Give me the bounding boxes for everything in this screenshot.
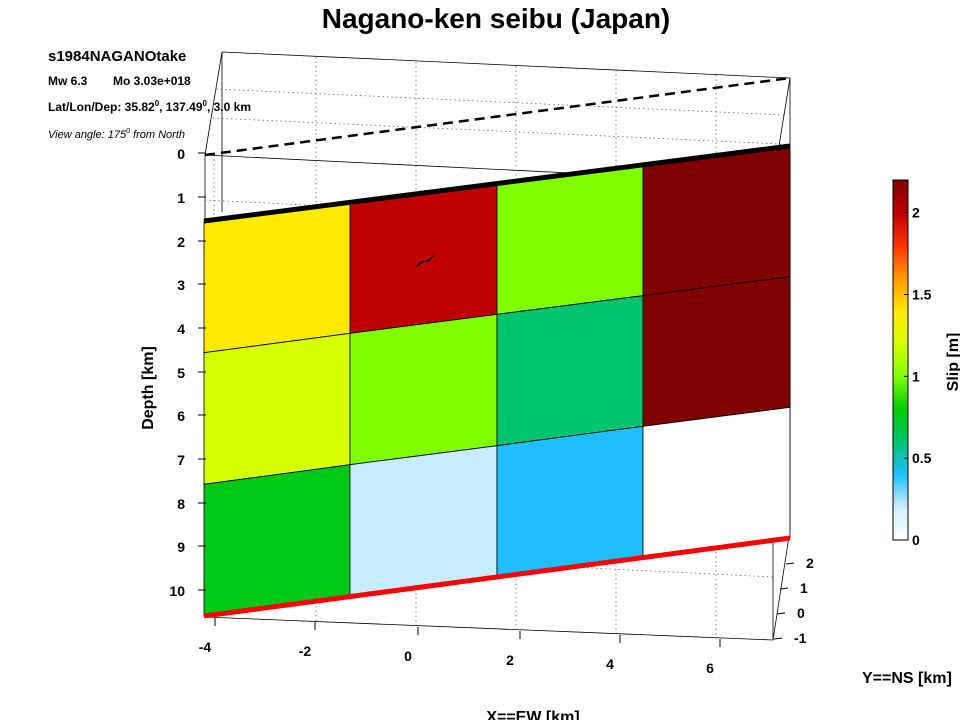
- depth-tick-label: 1: [177, 190, 185, 206]
- colorbar-tick-label: 1: [912, 368, 920, 384]
- magnitude-label: Mw 6.3: [48, 74, 88, 88]
- fault-top-trace-surface: [204, 76, 791, 157]
- depth-tick-label: 5: [177, 365, 185, 381]
- depth-tick-label: 6: [177, 408, 185, 424]
- depth-axis-label: Depth [km]: [140, 346, 157, 430]
- y-axis-label: Y==NS [km]: [862, 670, 952, 687]
- box-edge: [204, 51, 223, 156]
- y-tick-mark: [785, 562, 795, 565]
- slip-cell: [496, 425, 644, 578]
- hypocenter-marker: [415, 254, 436, 268]
- slip-cell: [349, 313, 498, 466]
- grid-line: [215, 88, 785, 116]
- x-tick-label: 4: [606, 656, 614, 672]
- slip-cell: [642, 145, 791, 297]
- chart-title: Nagano-ken seibu (Japan): [322, 3, 671, 34]
- depth-tick-label: 2: [177, 234, 185, 250]
- depth-tick-label: 8: [177, 496, 185, 512]
- slip-grid: [203, 145, 791, 617]
- x-tick-label: 6: [706, 660, 714, 676]
- grid-line: [212, 117, 782, 145]
- fault-top-edge: [203, 143, 791, 224]
- y-tick-mark: [779, 587, 789, 590]
- y-tick-label: 2: [806, 555, 814, 571]
- x-tick-label: -4: [199, 639, 212, 655]
- slip-cell: [203, 464, 351, 617]
- fault-bottom-edge: [203, 535, 791, 619]
- depth-tick-label: 9: [177, 539, 185, 555]
- x-axis-label: X==EW [km]: [486, 709, 579, 720]
- y-tick-label: 0: [797, 605, 805, 621]
- slip-cell: [349, 182, 498, 334]
- y-tick-mark: [773, 637, 783, 640]
- x-tick-label: -2: [299, 643, 312, 659]
- slip-cell: [642, 406, 791, 558]
- colorbar-tick-label: 1.5: [912, 287, 932, 303]
- box-edge: [204, 616, 774, 641]
- lat-lon-dep: Lat/Lon/Dep: 35.820, 137.490, 3.0 km: [48, 99, 251, 114]
- info-panel: s1984NAGANOtake Mw 6.3 Mo 3.03e+018 Lat/…: [48, 48, 251, 141]
- slip-cell: [203, 332, 351, 485]
- slip-cell: [496, 164, 644, 315]
- slip-cell: [642, 276, 791, 427]
- y-tick-label: 1: [800, 580, 808, 596]
- colorbar-tick-label: 2: [912, 205, 920, 221]
- x-tick-label: 2: [506, 652, 514, 668]
- colorbar-tick-label: 0: [912, 532, 920, 548]
- slip-cell: [496, 295, 644, 447]
- y-tick-mark: [776, 612, 786, 615]
- moment-label: Mo 3.03e+018: [113, 74, 191, 88]
- box-edge: [772, 529, 791, 641]
- colorbar-scale: [892, 179, 909, 541]
- depth-tick-label: 0: [177, 146, 185, 162]
- colorbar: 0 0.5 1 1.5 2: [892, 179, 932, 548]
- depth-tick-label: 7: [177, 452, 185, 468]
- box-edge: [221, 51, 791, 79]
- x-ticks: -4 -2 0 2 4 6: [199, 618, 721, 676]
- y-ticks: 2 1 0 -1: [773, 555, 814, 646]
- x-tick-label: 0: [404, 648, 412, 664]
- y-tick-label: -1: [794, 630, 807, 646]
- depth-tick-label: 3: [177, 277, 185, 293]
- slip-cell: [349, 445, 498, 597]
- event-id: s1984NAGANOtake: [48, 48, 186, 65]
- colorbar-tick-label: 0.5: [912, 450, 932, 466]
- depth-tick-label: 10: [169, 583, 185, 599]
- depth-tick-label: 4: [177, 321, 185, 337]
- slip-cell: [203, 201, 351, 354]
- view-angle: View angle: 1750 from North: [48, 128, 185, 141]
- colorbar-label: Slip [m]: [945, 333, 960, 392]
- depth-ticks: 0 1 2 3 4 5 6 7 8 9 10: [169, 146, 206, 599]
